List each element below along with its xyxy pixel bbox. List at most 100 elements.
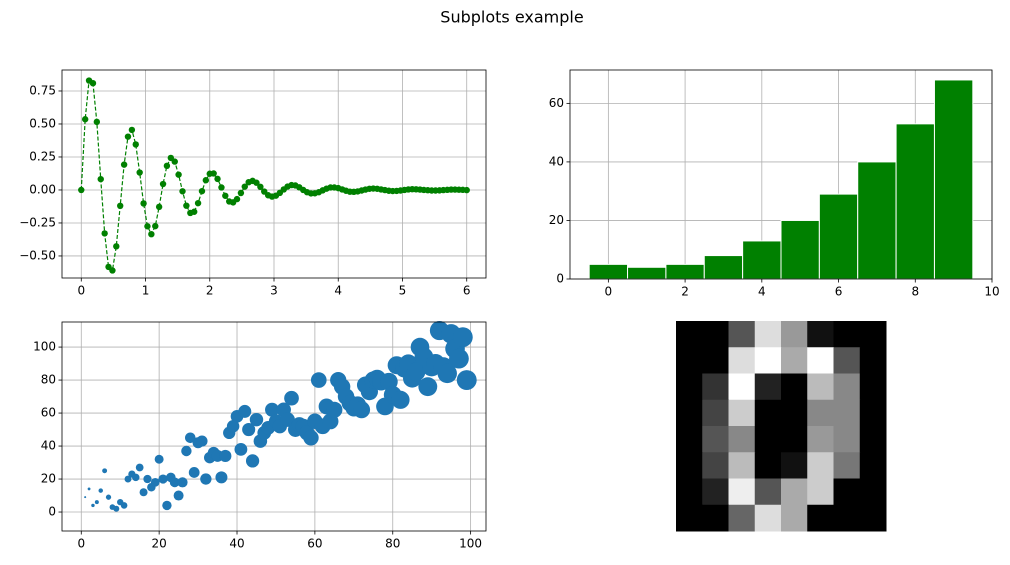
image-cell bbox=[676, 321, 703, 348]
marker bbox=[175, 171, 182, 178]
marker bbox=[113, 243, 120, 250]
image-cell bbox=[728, 399, 756, 427]
image-cell bbox=[676, 373, 703, 401]
y-tick-label: 0 bbox=[48, 505, 56, 519]
point bbox=[406, 362, 426, 382]
x-tick-label: 1 bbox=[142, 284, 150, 298]
image-cell bbox=[859, 321, 887, 348]
y-tick-label: 0 bbox=[556, 272, 564, 286]
y-tick-label: 40 bbox=[41, 439, 56, 453]
image-cell bbox=[833, 321, 861, 348]
x-tick-label: 20 bbox=[152, 537, 167, 551]
point bbox=[284, 390, 299, 406]
point bbox=[162, 500, 172, 511]
point bbox=[105, 494, 112, 500]
point bbox=[226, 420, 240, 433]
marker bbox=[132, 141, 139, 148]
image-cell bbox=[859, 478, 887, 506]
bar bbox=[780, 219, 820, 280]
marker bbox=[171, 158, 178, 165]
image-cell bbox=[702, 321, 729, 348]
image-cell bbox=[728, 478, 756, 506]
point bbox=[456, 370, 477, 391]
x-tick-label: 60 bbox=[307, 537, 322, 551]
marker bbox=[152, 222, 159, 230]
marker bbox=[191, 208, 198, 215]
image-cell bbox=[833, 452, 861, 479]
bar bbox=[742, 240, 782, 280]
image-cell bbox=[754, 426, 782, 453]
image-cell bbox=[702, 478, 729, 506]
marker bbox=[78, 186, 85, 194]
image-cell bbox=[754, 452, 782, 479]
marker bbox=[218, 184, 225, 191]
y-tick-label: 0.75 bbox=[29, 83, 56, 97]
point bbox=[391, 390, 410, 409]
marker bbox=[253, 179, 260, 186]
x-tick-label: 2 bbox=[206, 284, 214, 298]
image-cell bbox=[807, 452, 834, 479]
point bbox=[154, 454, 164, 464]
image-cell bbox=[807, 347, 834, 374]
y-tick-label: 60 bbox=[41, 406, 56, 420]
point bbox=[215, 471, 228, 484]
image-cell bbox=[702, 426, 729, 453]
point bbox=[249, 412, 264, 427]
image-cell bbox=[807, 504, 834, 532]
image-cell bbox=[702, 373, 729, 401]
marker bbox=[81, 116, 89, 123]
point bbox=[188, 467, 200, 478]
image-cell bbox=[807, 478, 834, 506]
point bbox=[310, 372, 327, 388]
marker bbox=[117, 202, 124, 210]
x-tick-label: 5 bbox=[399, 284, 407, 298]
image-cell bbox=[807, 321, 834, 348]
bar bbox=[665, 263, 705, 280]
y-tick-label: 20 bbox=[41, 472, 56, 486]
y-tick-label: 100 bbox=[33, 340, 56, 354]
x-tick-label: 6 bbox=[463, 284, 471, 298]
marker bbox=[93, 118, 101, 126]
image-cell bbox=[859, 426, 887, 453]
marker bbox=[237, 189, 245, 197]
x-tick-label: 80 bbox=[385, 537, 400, 551]
point bbox=[200, 473, 212, 485]
point bbox=[98, 488, 103, 493]
image-cell bbox=[676, 347, 703, 374]
x-tick-label: 0 bbox=[77, 284, 85, 298]
point bbox=[84, 496, 87, 499]
image-cell bbox=[702, 347, 729, 374]
marker bbox=[183, 202, 190, 209]
marker bbox=[120, 161, 128, 168]
marker bbox=[179, 188, 186, 195]
image-cell bbox=[833, 347, 861, 374]
axes-frame bbox=[61, 321, 487, 532]
image-cell bbox=[781, 399, 808, 427]
marker bbox=[89, 79, 97, 87]
marker bbox=[257, 183, 264, 191]
x-tick-label: 8 bbox=[911, 285, 919, 299]
image-cell bbox=[702, 452, 729, 479]
bar bbox=[627, 266, 667, 280]
bar bbox=[703, 255, 744, 280]
point bbox=[143, 474, 152, 484]
point bbox=[303, 430, 319, 446]
marker bbox=[140, 200, 147, 207]
image-cell bbox=[807, 373, 834, 401]
marker bbox=[198, 187, 206, 195]
marker bbox=[155, 203, 163, 211]
point bbox=[135, 463, 144, 472]
marker bbox=[210, 170, 217, 177]
point bbox=[91, 503, 95, 508]
marker bbox=[241, 183, 248, 190]
image-cell bbox=[754, 478, 782, 506]
y-tick-label: 20 bbox=[549, 213, 564, 227]
image-cell bbox=[781, 504, 808, 532]
bar bbox=[818, 193, 859, 280]
marker bbox=[463, 186, 470, 194]
image-cell bbox=[807, 426, 834, 453]
image-cell bbox=[728, 347, 756, 374]
y-tick-label: 0.00 bbox=[29, 182, 56, 196]
image-cell bbox=[859, 504, 887, 532]
image-cell bbox=[728, 426, 756, 453]
